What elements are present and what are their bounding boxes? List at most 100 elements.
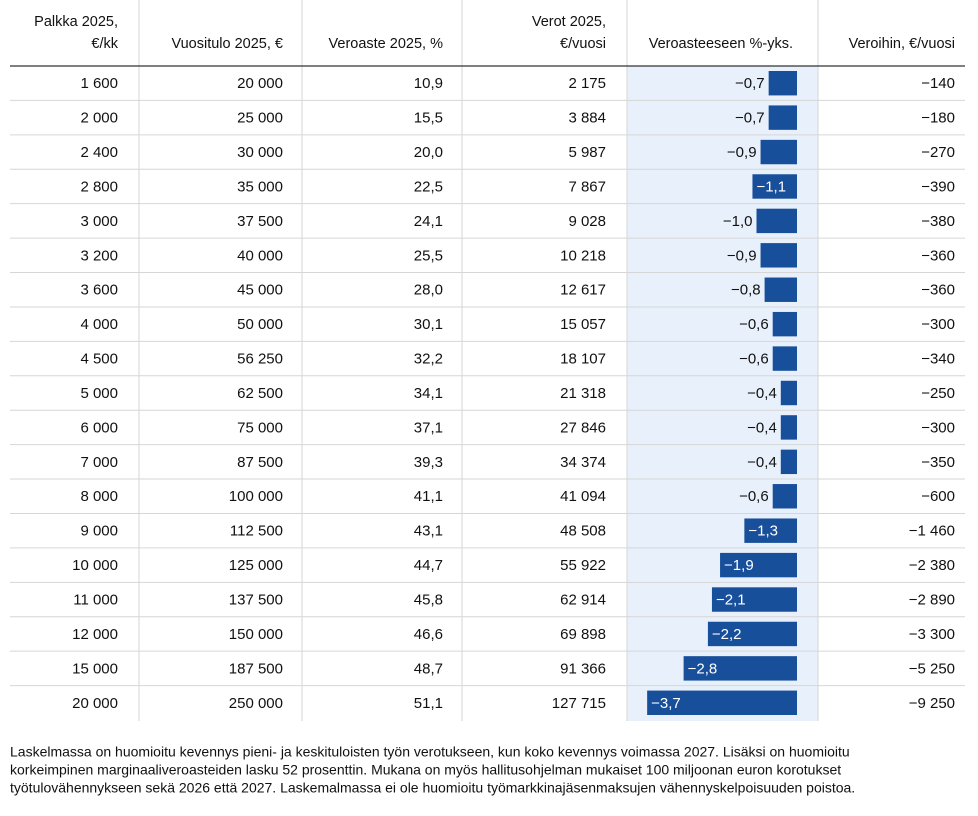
cell: 56 250 [237, 351, 283, 368]
bar [780, 380, 797, 406]
header-label: Palkka 2025, [34, 14, 118, 30]
bar-label: −0,4 [747, 385, 777, 402]
cell: 40 000 [237, 247, 283, 264]
cell: 150 000 [229, 626, 283, 643]
bar [752, 174, 797, 199]
cell: 10 000 [72, 557, 118, 574]
cell: 45 000 [237, 282, 283, 299]
cell: 12 617 [560, 282, 606, 299]
bar [707, 621, 797, 647]
cell: −140 [921, 75, 955, 92]
cell: 112 500 [230, 523, 283, 540]
cell: 48,7 [414, 660, 443, 677]
footnote: korkeimpinen marginaaliveroasteiden lask… [10, 762, 841, 778]
cell: 39,3 [414, 454, 443, 471]
cell: 25 000 [237, 110, 283, 127]
cell: −360 [921, 247, 955, 264]
bar [768, 105, 797, 130]
cell: −9 250 [909, 695, 955, 712]
bar-label: −0,9 [727, 144, 757, 161]
header-label: Veroaste 2025, % [329, 36, 444, 52]
cell: 22,5 [414, 178, 443, 195]
cell: 8 000 [80, 488, 118, 505]
cell: 28,0 [414, 282, 443, 299]
cell: 45,8 [414, 591, 443, 608]
cell: −270 [921, 144, 955, 161]
cell: 4 500 [80, 351, 118, 368]
cell: −380 [921, 213, 955, 230]
bar-label: −0,7 [735, 75, 765, 92]
cell: −340 [921, 351, 955, 368]
cell: 187 500 [229, 660, 283, 677]
bar-label: −0,6 [739, 488, 769, 505]
bar-label: −0,7 [735, 110, 765, 127]
cell: −390 [921, 178, 955, 195]
cell: −2 890 [909, 591, 955, 608]
cell: 5 000 [80, 385, 118, 402]
cell: 55 922 [560, 557, 606, 574]
cell: 10 218 [560, 247, 606, 264]
cell: 62 500 [237, 385, 283, 402]
cell: 2 800 [80, 178, 118, 195]
cell: 125 000 [229, 557, 283, 574]
footnote: työtulovähennykseen sekä 2026 että 2027.… [10, 780, 855, 796]
bar-label: −3,7 [651, 695, 681, 712]
cell: 10,9 [414, 75, 443, 92]
cell: 18 107 [560, 351, 606, 368]
cell: −360 [921, 282, 955, 299]
cell: −600 [921, 488, 955, 505]
cell: −300 [921, 419, 955, 436]
cell: 9 000 [80, 523, 118, 540]
cell: 4 000 [80, 316, 118, 333]
bar-label: −2,8 [688, 660, 718, 677]
cell: 6 000 [80, 419, 118, 436]
cell: 20 000 [72, 695, 118, 712]
bar [711, 587, 797, 612]
cell: −250 [921, 385, 955, 402]
cell: 30 000 [237, 144, 283, 161]
bar-label: −0,6 [739, 316, 769, 333]
header-label: Veroihin, €/vuosi [849, 36, 955, 52]
cell: 41,1 [414, 488, 443, 505]
cell: 20 000 [237, 75, 283, 92]
cell: −180 [921, 110, 955, 127]
cell: 7 000 [80, 454, 118, 471]
cell: 9 028 [568, 213, 606, 230]
bar [760, 243, 797, 268]
bar [683, 656, 797, 681]
cell: 46,6 [414, 626, 443, 643]
bar-label: −2,2 [712, 626, 742, 643]
bar [760, 139, 797, 165]
cell: 35 000 [237, 178, 283, 195]
bar-label: −0,4 [747, 419, 777, 436]
bar [780, 415, 797, 440]
cell: 50 000 [237, 316, 283, 333]
cell: 91 366 [560, 660, 606, 677]
cell: 34,1 [414, 385, 443, 402]
cell: −1 460 [909, 523, 955, 540]
bar-label: −0,6 [739, 351, 769, 368]
cell: 62 914 [560, 591, 606, 608]
bar [772, 484, 797, 509]
cell: 41 094 [560, 488, 606, 505]
cell: 75 000 [237, 419, 283, 436]
cell: 2 400 [80, 144, 118, 161]
bar [768, 71, 797, 96]
cell: 69 898 [560, 626, 606, 643]
cell: 15,5 [414, 110, 443, 127]
bar [720, 552, 797, 578]
cell: 5 987 [568, 144, 606, 161]
header-label: €/kk [91, 36, 118, 52]
cell: 25,5 [414, 247, 443, 264]
bar [772, 311, 797, 337]
bar-label: −0,4 [747, 454, 777, 471]
cell: −5 250 [909, 660, 955, 677]
cell: 3 200 [80, 247, 118, 264]
cell: 44,7 [414, 557, 443, 574]
bar [744, 518, 797, 543]
cell: −3 300 [909, 626, 955, 643]
cell: 100 000 [229, 488, 283, 505]
cell: 1 600 [80, 75, 118, 92]
cell: 43,1 [414, 523, 443, 540]
bar-label: −1,3 [748, 523, 778, 540]
